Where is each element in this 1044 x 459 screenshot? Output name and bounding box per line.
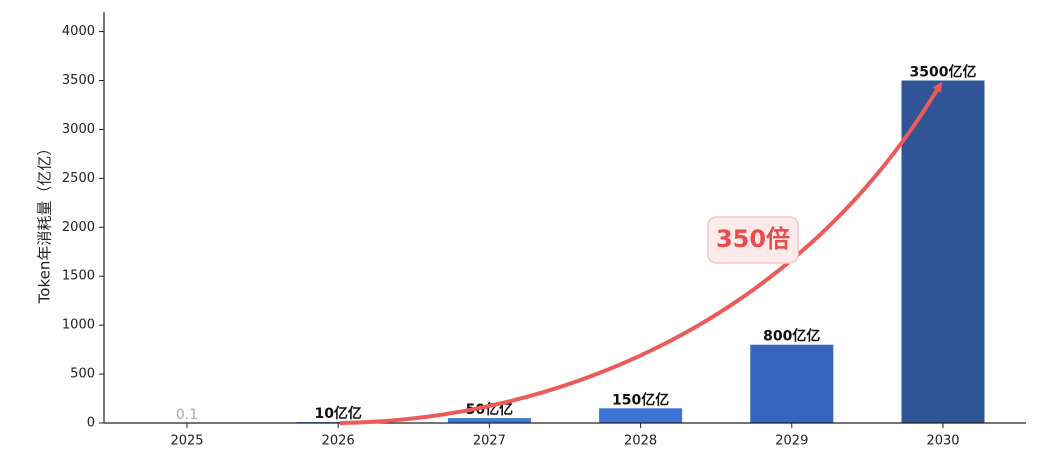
y-tick-label: 0 [87,416,95,431]
y-tick-label: 1000 [62,318,95,333]
x-tick-label: 2030 [926,434,959,449]
value-label: 10亿亿 [314,405,361,422]
x-tick-label: 2029 [775,434,808,449]
value-label: 0.1 [176,407,198,423]
x-tick-label: 2027 [473,434,506,449]
x-tick-label: 2028 [624,434,657,449]
annotation: 350倍 [716,225,790,253]
growth-arrow [339,81,943,425]
x-tick-label: 2026 [322,434,355,449]
value-label: 800亿亿 [763,328,820,345]
y-tick-label: 2000 [62,220,95,235]
plot-area: 0 500 1000 1500 2000 2500 3000 3500 4000 2025 0.1 2… [62,24,985,449]
bar [901,80,985,423]
y-axis-label: Token年消耗量（亿亿） [36,141,54,305]
x-tick-label: 2025 [170,434,203,449]
y-tick-label: 3000 [62,122,95,137]
y-tick-label: 3500 [62,73,95,88]
y-tick-label: 1500 [62,269,95,284]
bar [750,344,834,423]
value-label: 3500亿亿 [910,64,977,81]
value-label: 150亿亿 [612,391,669,408]
annotation-box [707,216,799,264]
y-tick-label: 4000 [62,24,95,39]
y-tick-label: 500 [70,367,95,382]
bar [447,418,531,423]
value-label: 50亿亿 [466,401,513,418]
bar [599,408,683,423]
y-tick-label: 2500 [62,171,95,186]
